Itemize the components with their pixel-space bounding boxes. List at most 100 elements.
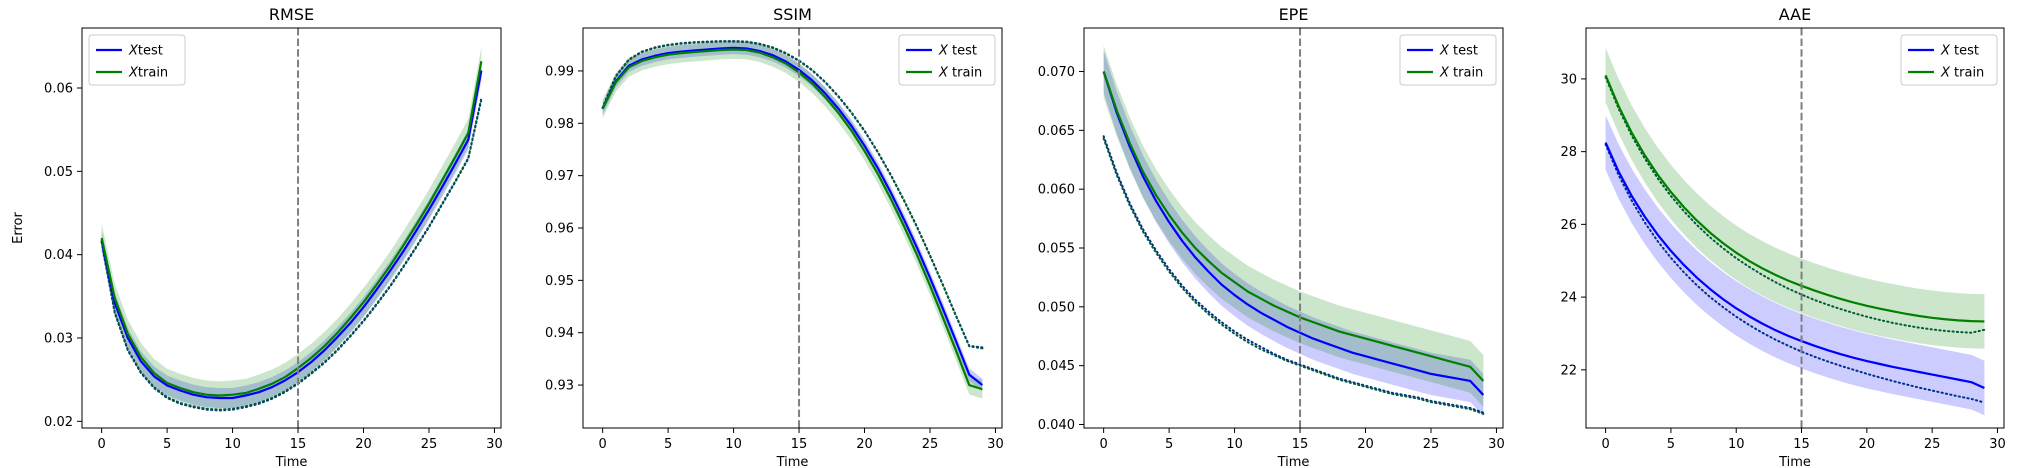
x-tick-label: 25 bbox=[1423, 437, 1440, 452]
axes-frame bbox=[81, 27, 502, 429]
chart-title: AAE bbox=[1779, 5, 1811, 24]
x-tick-label: 0 bbox=[98, 437, 106, 452]
axes-frame bbox=[1585, 27, 2005, 429]
legend: X test X train bbox=[1399, 34, 1497, 86]
x-tick-label: 5 bbox=[664, 437, 672, 452]
y-tick-label: 0.06 bbox=[44, 82, 73, 97]
y-tick-label: 0.95 bbox=[545, 274, 574, 289]
y-axis-label: Error bbox=[11, 212, 26, 244]
x-tick-label: 15 bbox=[1793, 437, 1810, 452]
legend: X test X train bbox=[1900, 34, 1998, 86]
x-tick-label: 0 bbox=[1100, 437, 1108, 452]
x-tick-label: 30 bbox=[486, 437, 503, 452]
y-tick-label: 24 bbox=[1560, 291, 1577, 306]
x-tick-label: 15 bbox=[290, 437, 307, 452]
chart-title: EPE bbox=[1279, 5, 1309, 24]
legend: X test X train bbox=[898, 34, 996, 86]
legend-label-test: Xtest bbox=[128, 44, 163, 59]
x-tick-label: 15 bbox=[1292, 437, 1309, 452]
axes-frame bbox=[1083, 27, 1504, 429]
series-line-train bbox=[1604, 74, 1985, 323]
dotted-series-line-test bbox=[1604, 143, 1986, 404]
dotted-series-line-train bbox=[100, 97, 483, 411]
confidence-band-train bbox=[101, 47, 482, 410]
y-tick-label: 0.065 bbox=[1038, 124, 1075, 139]
x-tick-label: 20 bbox=[1357, 437, 1374, 452]
legend-label-test: X test bbox=[1940, 44, 1979, 59]
series-line-train bbox=[100, 61, 483, 397]
chart-panel-rmse: 0 5 10 15 20 25 30 0.02 0.03 0.04 0.05 0.06 RMSE Time… bbox=[11, 5, 503, 468]
series-line-train bbox=[1102, 71, 1485, 382]
confidence-band-test bbox=[1605, 115, 1985, 416]
legend-label-train: X train bbox=[1940, 66, 1984, 81]
x-tick-label: 10 bbox=[224, 437, 241, 452]
y-tick-label: 0.03 bbox=[44, 332, 73, 347]
y-tick-label: 28 bbox=[1560, 145, 1577, 160]
x-tick-label: 10 bbox=[1226, 437, 1243, 452]
y-tick-label: 0.05 bbox=[44, 165, 73, 180]
y-tick-label: 0.070 bbox=[1038, 65, 1075, 80]
chart-title: RMSE bbox=[269, 5, 314, 24]
dotted-series-line-train bbox=[1102, 137, 1485, 415]
x-axis-label: Time bbox=[776, 455, 809, 468]
y-tick-label: 0.045 bbox=[1038, 359, 1075, 374]
series-line-test bbox=[601, 46, 984, 386]
dotted-series-line-train bbox=[1604, 76, 1986, 334]
dotted-series-line-train bbox=[601, 40, 984, 350]
x-tick-label: 30 bbox=[1488, 437, 1505, 452]
x-axis-label: Time bbox=[1778, 455, 1811, 468]
legend-label-train: X train bbox=[1439, 66, 1483, 81]
x-tick-label: 10 bbox=[1728, 437, 1745, 452]
x-tick-label: 15 bbox=[791, 437, 808, 452]
legend: Xtest Xtrain bbox=[88, 34, 186, 86]
plot-area bbox=[1604, 48, 1986, 416]
y-tick-label: 0.04 bbox=[44, 248, 73, 263]
y-tick-label: 0.96 bbox=[545, 222, 574, 237]
x-tick-label: 0 bbox=[1601, 437, 1609, 452]
dotted-series-line-test bbox=[1102, 135, 1485, 414]
x-tick-label: 20 bbox=[1859, 437, 1876, 452]
y-tick-label: 0.93 bbox=[545, 379, 574, 394]
y-tick-label: 26 bbox=[1560, 218, 1577, 233]
x-tick-label: 0 bbox=[599, 437, 607, 452]
y-tick-label: 0.97 bbox=[545, 169, 574, 184]
y-tick-label: 0.055 bbox=[1038, 242, 1075, 257]
series-line-train bbox=[601, 48, 983, 391]
chart-panel-aae: 0 5 10 15 20 25 30 22 24 26 28 30 AAE Time X test X tra… bbox=[1560, 5, 2005, 468]
plot-area bbox=[601, 40, 984, 399]
x-axis-label: Time bbox=[275, 455, 308, 468]
confidence-band-test bbox=[1103, 50, 1484, 417]
chart-panel-ssim: 0 5 10 15 20 25 30 0.93 0.94 0.95 0.96 0.97 0.98 0.99… bbox=[545, 5, 1004, 468]
x-tick-label: 30 bbox=[1989, 437, 2006, 452]
y-tick-label: 0.050 bbox=[1038, 300, 1075, 315]
y-tick-label: 0.94 bbox=[545, 326, 574, 341]
y-tick-label: 22 bbox=[1560, 363, 1577, 378]
x-tick-label: 20 bbox=[856, 437, 873, 452]
series-line-test bbox=[100, 70, 483, 400]
y-tick-label: 0.98 bbox=[545, 117, 574, 132]
confidence-band-train bbox=[1103, 45, 1484, 407]
x-tick-label: 25 bbox=[1924, 437, 1941, 452]
x-tick-label: 5 bbox=[163, 437, 171, 452]
x-tick-label: 20 bbox=[355, 437, 372, 452]
legend-label-train: Xtrain bbox=[128, 66, 168, 81]
legend-label-test: X test bbox=[938, 44, 977, 59]
y-tick-label: 30 bbox=[1560, 72, 1577, 87]
x-axis-label: Time bbox=[1277, 455, 1310, 468]
y-tick-label: 0.02 bbox=[44, 415, 73, 430]
plot-area bbox=[1102, 45, 1485, 417]
chart-panel-epe: 0 5 10 15 20 25 30 0.040 0.045 0.050 0.055 0.060 0.0… bbox=[1038, 5, 1505, 468]
x-tick-label: 25 bbox=[922, 437, 939, 452]
legend-label-train: X train bbox=[938, 66, 982, 81]
x-tick-label: 25 bbox=[421, 437, 438, 452]
y-tick-label: 0.060 bbox=[1038, 183, 1075, 198]
x-tick-label: 5 bbox=[1667, 437, 1675, 452]
x-tick-label: 30 bbox=[987, 437, 1004, 452]
y-tick-label: 0.99 bbox=[545, 64, 574, 79]
series-line-test bbox=[1604, 142, 1985, 390]
x-tick-label: 10 bbox=[725, 437, 742, 452]
plot-area bbox=[100, 47, 483, 412]
y-tick-label: 0.040 bbox=[1038, 418, 1075, 433]
